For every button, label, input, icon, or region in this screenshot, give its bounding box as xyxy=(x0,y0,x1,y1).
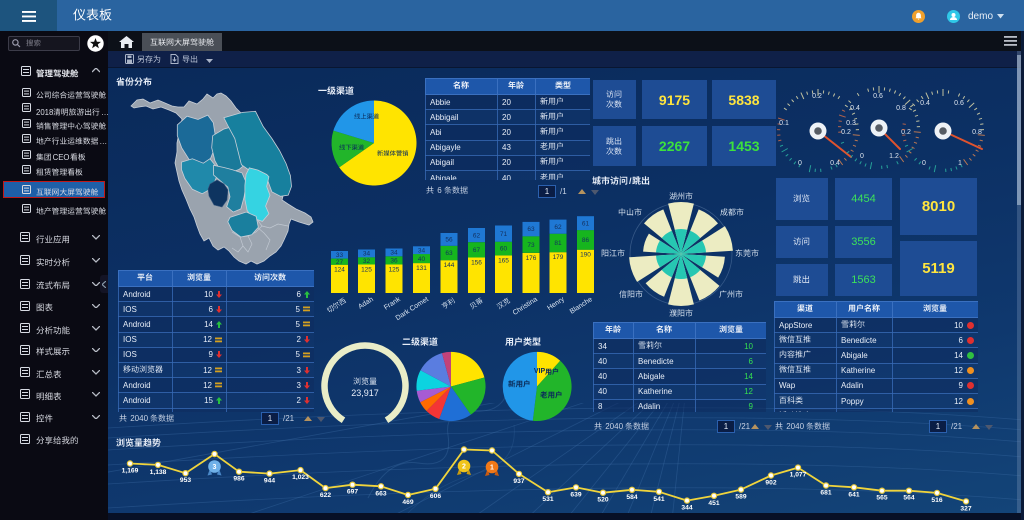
svg-text:584: 584 xyxy=(626,494,637,501)
svg-text:663: 663 xyxy=(375,490,386,497)
svg-text:1: 1 xyxy=(490,465,494,472)
svg-text:34: 34 xyxy=(390,250,398,257)
svg-text:1,169: 1,169 xyxy=(122,468,139,475)
svg-text:0: 0 xyxy=(922,160,926,167)
svg-text:697: 697 xyxy=(347,489,358,496)
svg-text:564: 564 xyxy=(903,495,914,502)
svg-text:0.4: 0.4 xyxy=(850,105,860,112)
svg-text:622: 622 xyxy=(320,492,331,499)
svg-text:589: 589 xyxy=(735,494,746,501)
svg-text:40: 40 xyxy=(418,256,426,263)
svg-text:156: 156 xyxy=(471,259,482,266)
svg-text:71: 71 xyxy=(500,231,508,238)
svg-text:3: 3 xyxy=(213,464,217,471)
svg-text:451: 451 xyxy=(708,500,719,507)
svg-text:0.3: 0.3 xyxy=(846,120,856,127)
svg-text:520: 520 xyxy=(597,497,608,504)
svg-text:327: 327 xyxy=(960,505,971,512)
svg-text:0.8: 0.8 xyxy=(972,129,982,136)
svg-text:681: 681 xyxy=(820,490,831,497)
svg-text:1,077: 1,077 xyxy=(790,472,807,479)
svg-text:0.1: 0.1 xyxy=(779,120,789,127)
svg-text:131: 131 xyxy=(416,265,427,272)
svg-text:0.2: 0.2 xyxy=(901,129,911,136)
svg-text:56: 56 xyxy=(445,237,453,244)
svg-text:144: 144 xyxy=(444,262,455,269)
svg-text:986: 986 xyxy=(233,476,244,483)
svg-text:176: 176 xyxy=(526,255,537,262)
svg-text:61: 61 xyxy=(582,220,590,227)
svg-text:165: 165 xyxy=(498,257,509,264)
svg-text:0.2: 0.2 xyxy=(812,93,822,100)
svg-text:1,023: 1,023 xyxy=(292,474,309,481)
svg-text:73: 73 xyxy=(527,242,535,249)
svg-text:32: 32 xyxy=(363,258,371,265)
svg-text:565: 565 xyxy=(876,495,887,502)
svg-text:125: 125 xyxy=(389,267,400,274)
svg-text:0.8: 0.8 xyxy=(896,105,906,112)
svg-text:190: 190 xyxy=(580,252,591,259)
svg-text:344: 344 xyxy=(681,505,692,512)
svg-text:641: 641 xyxy=(848,491,859,498)
svg-text:63: 63 xyxy=(445,250,453,257)
svg-text:1.2: 1.2 xyxy=(889,153,899,160)
svg-text:179: 179 xyxy=(553,254,564,261)
svg-text:0.6: 0.6 xyxy=(954,100,964,107)
svg-text:124: 124 xyxy=(334,267,345,274)
svg-text:469: 469 xyxy=(402,499,413,506)
svg-text:62: 62 xyxy=(473,232,481,239)
svg-text:2: 2 xyxy=(462,464,466,471)
svg-text:0.6: 0.6 xyxy=(873,93,883,100)
svg-text:67: 67 xyxy=(473,247,481,254)
svg-text:953: 953 xyxy=(180,477,191,484)
svg-text:86: 86 xyxy=(582,237,590,244)
svg-text:516: 516 xyxy=(931,497,942,504)
svg-text:125: 125 xyxy=(361,267,372,274)
svg-text:606: 606 xyxy=(430,493,441,500)
svg-text:0.4: 0.4 xyxy=(830,160,840,167)
svg-text:62: 62 xyxy=(554,224,562,231)
svg-text:1: 1 xyxy=(958,160,962,167)
svg-text:27: 27 xyxy=(336,259,344,266)
svg-text:36: 36 xyxy=(390,258,398,265)
svg-text:1,138: 1,138 xyxy=(150,469,167,476)
svg-text:902: 902 xyxy=(765,480,776,487)
svg-text:63: 63 xyxy=(527,226,535,233)
svg-text:0: 0 xyxy=(860,153,864,160)
svg-text:60: 60 xyxy=(500,246,508,253)
svg-text:531: 531 xyxy=(542,496,553,503)
svg-text:944: 944 xyxy=(264,478,275,485)
svg-text:34: 34 xyxy=(418,247,426,254)
svg-text:81: 81 xyxy=(554,240,562,247)
svg-text:0.2: 0.2 xyxy=(841,129,851,136)
svg-text:541: 541 xyxy=(653,496,664,503)
svg-text:0: 0 xyxy=(798,160,802,167)
svg-text:0.4: 0.4 xyxy=(920,100,930,107)
svg-text:937: 937 xyxy=(513,478,524,485)
svg-text:33: 33 xyxy=(336,252,344,259)
svg-text:34: 34 xyxy=(363,251,371,258)
svg-text:639: 639 xyxy=(570,491,581,498)
